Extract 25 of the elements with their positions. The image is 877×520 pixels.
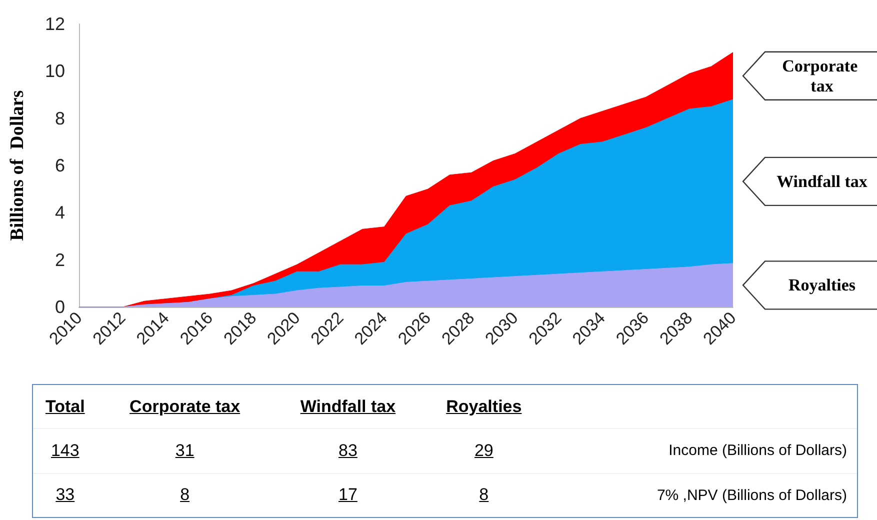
y-tick-label: 12 — [44, 14, 65, 34]
y-tick-label: 8 — [54, 108, 65, 128]
text: Windfall tax — [776, 172, 868, 191]
text: 143 — [33, 428, 98, 474]
text: 8 — [424, 473, 544, 517]
text: Income (Billions of Dollars) — [544, 428, 857, 474]
text: Corporate tax — [128, 396, 242, 418]
text: 83 — [272, 428, 424, 474]
y-tick-label: 4 — [54, 202, 65, 223]
text: Royalties — [788, 276, 856, 295]
text: Total — [44, 396, 86, 418]
text: 17 — [272, 473, 424, 517]
y-tick-label: 0 — [54, 297, 65, 317]
text: 31 — [97, 428, 272, 474]
y-tick-label: 6 — [54, 156, 65, 176]
text: Windfall tax — [299, 396, 397, 418]
text: 33 — [33, 473, 98, 517]
y-tick-label: 2 — [54, 250, 65, 270]
text: 8 — [97, 473, 272, 517]
text: Corporate tax — [782, 56, 862, 96]
text: 7% ,NPV (Billions of Dollars) — [544, 473, 857, 517]
y-axis-title: Billions of Dollars — [7, 90, 28, 241]
y-tick-label: 10 — [44, 61, 65, 82]
text: Royalties — [445, 396, 523, 418]
text: 29 — [424, 428, 544, 474]
